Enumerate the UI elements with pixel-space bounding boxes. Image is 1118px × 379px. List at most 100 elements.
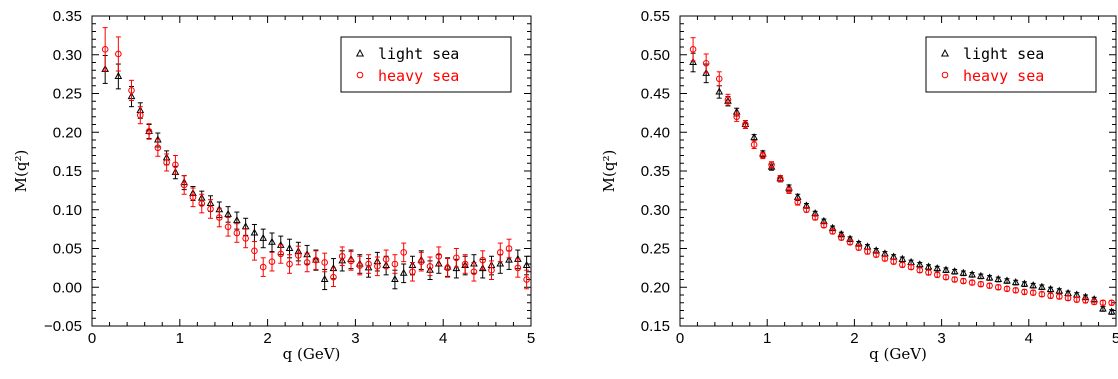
data-point: [776, 175, 784, 183]
data-point: [977, 280, 985, 288]
y-tick-label: 0.15: [641, 318, 670, 335]
circle-marker: [259, 263, 267, 271]
circle-marker: [347, 257, 355, 265]
triangle-marker: [1011, 278, 1020, 286]
circle-marker: [855, 244, 863, 252]
y-tick-label: 0.35: [641, 163, 670, 180]
x-tick-label: 1: [176, 330, 184, 347]
circle-marker: [759, 152, 767, 159]
triangle-marker: [933, 264, 942, 272]
y-tick-label: 0.50: [641, 47, 670, 64]
triangle-marker: [924, 262, 933, 270]
y-tick-label: 0.20: [53, 124, 82, 141]
data-point: [374, 256, 381, 277]
circle-marker: [321, 259, 328, 266]
triangle-marker: [114, 71, 123, 79]
x-tick-label: 5: [1112, 330, 1118, 347]
triangle-marker: [1003, 276, 1011, 284]
circle-marker: [286, 260, 293, 268]
data-point: [312, 250, 320, 270]
legend-label: heavy sea: [378, 67, 459, 85]
x-tick-label: 2: [850, 330, 858, 347]
circle-marker: [207, 205, 214, 213]
circle-marker: [453, 254, 460, 262]
data-point: [1038, 282, 1046, 291]
y-axis-label: M(q²): [600, 150, 618, 193]
data-point: [189, 187, 197, 208]
triangle-marker: [250, 228, 259, 236]
circle-marker: [400, 249, 407, 256]
circle-marker: [1012, 287, 1020, 294]
data-point: [417, 251, 425, 272]
data-point: [986, 282, 993, 290]
data-point: [409, 261, 416, 282]
circle-marker: [1082, 297, 1089, 304]
triangle-marker: [496, 259, 505, 267]
circle-marker: [742, 121, 749, 128]
triangle-marker: [750, 133, 758, 141]
triangle-marker: [478, 264, 487, 272]
y-tick-label: 0.05: [53, 241, 82, 258]
data-point: [277, 244, 285, 264]
triangle-marker: [959, 268, 968, 276]
circle-marker: [811, 214, 819, 221]
data-point: [820, 221, 828, 229]
circle-marker: [479, 256, 487, 264]
y-tick-label: 0.15: [53, 163, 82, 180]
circle-marker: [724, 96, 732, 103]
legend-circle-marker-icon: [941, 71, 949, 79]
circle-marker: [1056, 293, 1063, 300]
circle-marker: [1003, 285, 1011, 293]
data-point: [994, 274, 1003, 283]
circle-marker: [189, 194, 197, 201]
data-point: [733, 111, 740, 122]
data-point: [391, 254, 399, 274]
circle-marker: [776, 175, 784, 183]
y-tick-label: 0.20: [641, 279, 670, 296]
data-point: [968, 279, 976, 286]
circle-marker: [198, 200, 206, 207]
circle-marker: [750, 141, 758, 148]
data-point: [750, 133, 758, 142]
circle-marker: [461, 260, 469, 268]
circle-marker: [689, 46, 697, 53]
data-point: [242, 228, 249, 249]
data-point: [942, 265, 950, 274]
y-tick-label: 0.30: [641, 202, 670, 219]
circle-marker: [881, 255, 889, 262]
legend-circle-marker-icon: [356, 71, 364, 79]
x-tick-label: 4: [1025, 330, 1033, 347]
circle-marker: [435, 252, 443, 260]
data-point: [347, 251, 355, 271]
data-point: [1012, 287, 1020, 294]
legend: light sea heavy sea: [925, 36, 1097, 93]
circle-marker: [128, 87, 135, 94]
data-point: [180, 175, 188, 195]
circle-marker: [785, 187, 793, 194]
circle-marker: [101, 46, 109, 53]
triangle-marker: [950, 267, 959, 275]
circle-marker: [338, 252, 346, 260]
circle-marker: [172, 161, 179, 169]
data-point: [951, 276, 958, 283]
data-point: [994, 283, 1002, 291]
circle-marker: [505, 245, 513, 252]
data-point: [1082, 297, 1089, 304]
legend-label: light sea: [378, 45, 459, 63]
left-panel: 0 1 2 3 4 5 −0.05 0.00 0.05 0.10 0.15 0.20 0.25 0.30 0…: [12, 8, 535, 363]
circle-marker: [1064, 294, 1072, 302]
circle-marker: [890, 258, 897, 265]
y-tick-label: 0.30: [53, 47, 82, 64]
data-point: [925, 269, 932, 276]
circle-marker: [426, 263, 434, 270]
circle-marker: [846, 239, 854, 246]
triangle-marker: [224, 209, 232, 217]
circle-marker: [1073, 296, 1081, 303]
data-point: [1021, 288, 1028, 296]
circle-marker: [968, 279, 976, 286]
triangle-marker: [715, 87, 724, 95]
legend-triangle-marker-icon: [940, 48, 950, 57]
circle-marker: [960, 277, 967, 285]
circle-marker: [496, 249, 504, 256]
triangle-marker: [942, 265, 950, 273]
